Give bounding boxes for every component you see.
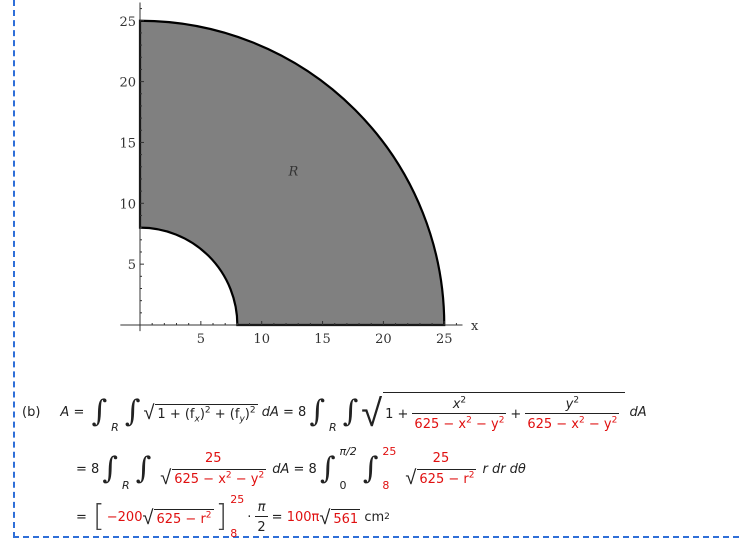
axes: 5 10 15 20 25 5 10 15 20 25 [119, 2, 463, 347]
exp: 2 [573, 395, 580, 406]
paren: ) [244, 407, 250, 422]
x: x [452, 397, 461, 412]
exp: 2 [579, 415, 585, 426]
equals-8: = 8 [293, 461, 317, 477]
x-tick-label: 10 [253, 332, 270, 347]
result-coefficient: 100π [286, 509, 320, 525]
r-dr-dtheta: r dr dθ [482, 461, 526, 477]
exp: 2 [205, 510, 212, 521]
exp: 2 [460, 395, 467, 406]
x-tick-label: 5 [197, 332, 205, 347]
exp: 2 [258, 470, 265, 481]
equals-8: = 8 [283, 404, 307, 420]
den-tail: − y [471, 417, 499, 432]
equals: = [271, 509, 283, 525]
sqrt-expression: √ 1 + (fx)2 + (fy)2 [143, 400, 258, 425]
upper-limit: 25 [382, 445, 397, 458]
x-tick-label: 25 [436, 332, 453, 347]
two: 2 [255, 515, 268, 535]
integral-icon: ∫ [309, 394, 325, 429]
integral-icon: ∫ [91, 394, 108, 429]
dA: dA [629, 404, 647, 420]
integral-icon: ∫ [342, 394, 359, 429]
paren: ) [199, 407, 205, 422]
area-symbol: A [60, 404, 70, 420]
fraction-y: y2 625 − x2 − y2 [525, 395, 620, 432]
dot: · [247, 509, 252, 525]
lower-limit: 0 [339, 479, 347, 492]
y-tick-label: 20 [119, 76, 136, 91]
x-axis-label: x [471, 319, 479, 334]
equals-8: = 8 [76, 461, 100, 477]
y-tick-label: 15 [119, 136, 136, 151]
integral-icon: ∫ [124, 394, 141, 429]
exp: 2 [498, 415, 505, 426]
num: 25 [432, 450, 450, 466]
region-subscript: R [121, 479, 130, 492]
integral-icon: ∫ [319, 451, 336, 486]
region-subscript: R [111, 421, 119, 434]
solution-line-2: = 8 ∫ R ∫ 25 √ 625 − x2 − y2 dA = 8 ∫ π/2 0 ∫… [76, 446, 526, 492]
fraction-x: x2 625 − x2 − y2 [412, 395, 507, 432]
unit: cm [364, 509, 385, 525]
den: 625 − x [414, 417, 467, 432]
bottom-dashed-border [13, 536, 739, 538]
region-r-fill [138, 19, 446, 327]
upper-limit: 25 [230, 493, 245, 506]
integral-icon: ∫ [362, 451, 379, 486]
right-bracket: ] [215, 499, 228, 534]
equals: = [76, 509, 87, 525]
dA: dA [272, 461, 290, 477]
y-tick-label: 5 [128, 258, 136, 273]
den: 625 − x [527, 417, 579, 432]
pi: π [257, 499, 266, 515]
den-tail: − y [584, 417, 612, 432]
region-label: R [287, 164, 298, 179]
exp: 2 [468, 470, 475, 481]
den: 625 − r [419, 471, 469, 487]
x-tick-label: 15 [314, 332, 331, 347]
solution-line-1: (b) A = ∫ R ∫ √ 1 + (fx)2 + (fy)2 dA = 8 ∫… [22, 390, 647, 434]
y-tick-label: 25 [119, 15, 136, 30]
region-plot: 5 10 15 20 25 5 10 15 20 25 R x [119, 2, 479, 347]
one-plus: 1 + [385, 407, 409, 422]
den-tail: − y [231, 471, 259, 487]
lower-limit: 8 [230, 527, 238, 540]
exp: 2 [611, 415, 618, 426]
plus: + [510, 407, 522, 422]
exp: 2 [225, 470, 232, 481]
fx-sub: x [194, 414, 200, 425]
left-bracket: [ [93, 499, 105, 534]
fraction: 25 √ 625 − x2 − y2 [160, 450, 267, 489]
coefficient: −200 [106, 509, 143, 525]
equals: = [73, 404, 85, 420]
exp: 2 [204, 405, 211, 416]
result-radicand: 561 [331, 509, 361, 527]
integral-icon: ∫ [135, 451, 152, 486]
x-tick-label: 20 [375, 332, 392, 347]
radicand: 625 − r [156, 512, 206, 527]
num: 25 [204, 450, 222, 466]
region-subscript: R [328, 421, 337, 434]
sqrt-expression-large: √ 1 + x2 625 − x2 − y2 + y2 625 − x2 − y2 [361, 392, 626, 432]
exp: 2 [466, 415, 472, 426]
y-tick-label: 10 [119, 197, 136, 212]
sqrt-text: 1 + (f [157, 407, 195, 422]
y: y [565, 397, 574, 412]
upper-limit: π/2 [339, 445, 357, 458]
plus-f: + (f [210, 407, 240, 422]
integral-icon: ∫ [102, 451, 118, 486]
lower-limit: 8 [382, 479, 390, 492]
fy-sub: y [239, 414, 245, 425]
exp: 2 [249, 405, 256, 416]
left-dashed-border [13, 0, 15, 538]
part-label: (b) [22, 404, 41, 420]
den: 625 − x [174, 471, 226, 487]
dA: dA [261, 404, 279, 420]
fraction: 25 √ 625 − r2 [405, 450, 477, 489]
